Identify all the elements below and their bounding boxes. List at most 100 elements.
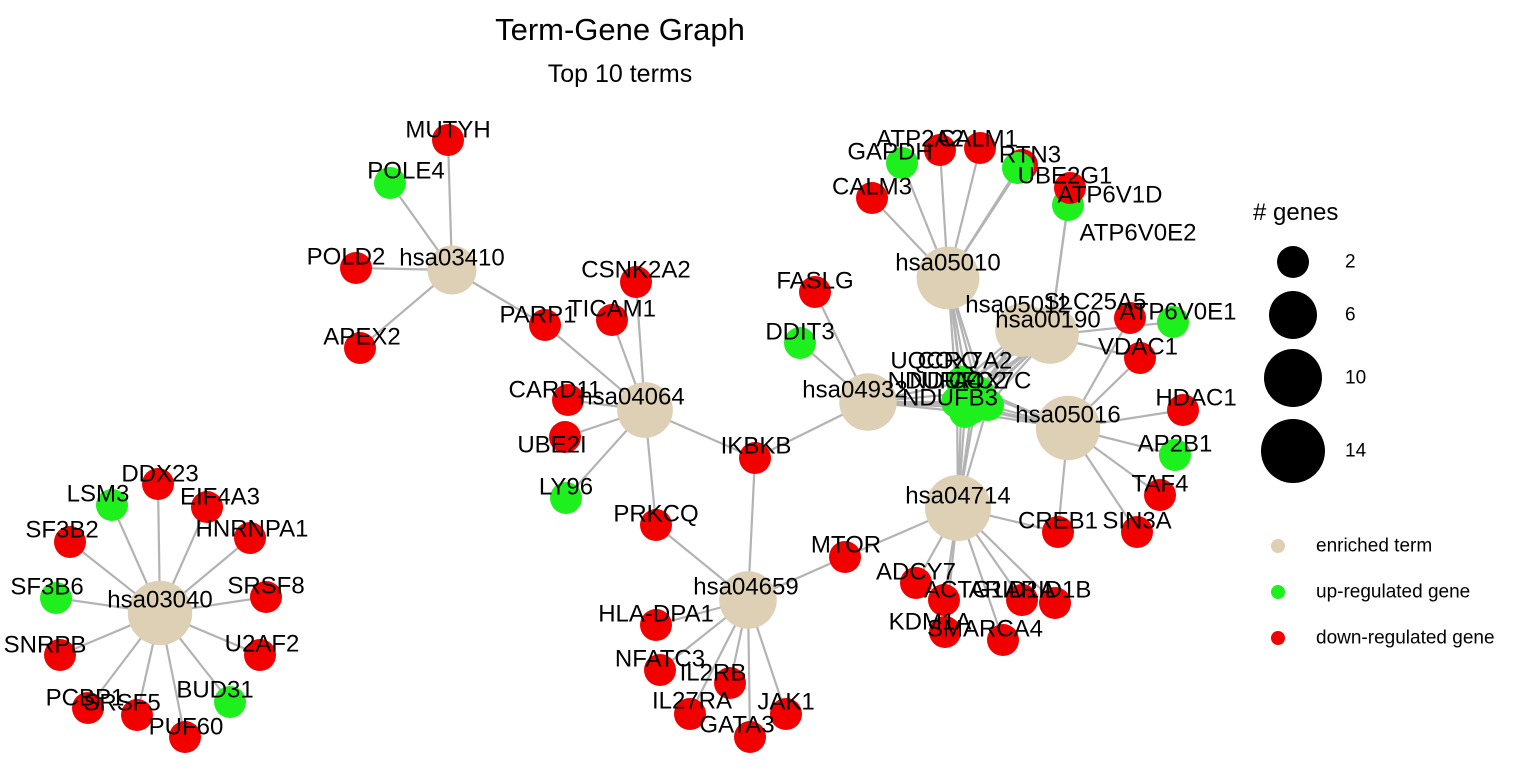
gene-node-atp2a2[interactable] bbox=[924, 134, 956, 166]
node-label-eif4a3: EIF4A3 bbox=[180, 484, 260, 511]
gene-node-sin3a[interactable] bbox=[1121, 516, 1153, 548]
gene-node-prkcq[interactable] bbox=[640, 509, 672, 541]
node-label-smarca4: SMARCA4 bbox=[927, 616, 1043, 643]
gene-node-atp6v0e1[interactable] bbox=[1157, 306, 1189, 338]
gene-node-arid1a[interactable] bbox=[1006, 584, 1038, 616]
term-node-hsa03040[interactable] bbox=[127, 580, 193, 646]
legend-size-dot-10 bbox=[1264, 349, 1322, 407]
gene-node-taf4[interactable] bbox=[1144, 479, 1176, 511]
gene-node-arid1b[interactable] bbox=[1039, 587, 1071, 619]
term-node-hsa05016[interactable] bbox=[1035, 395, 1101, 461]
gene-node-u2af2[interactable] bbox=[244, 639, 276, 671]
gene-node-mtor[interactable] bbox=[829, 541, 861, 573]
node-label-puf60: PUF60 bbox=[149, 714, 224, 741]
gene-node-puf60[interactable] bbox=[169, 721, 201, 753]
gene-node-pcbp1[interactable] bbox=[72, 692, 104, 724]
node-label-ndufc2: NDUFC2 bbox=[909, 368, 1006, 395]
node-label-atp6v0e2: ATP6V0E2 bbox=[1080, 220, 1197, 247]
node-label-hsa04064: hsa04064 bbox=[579, 384, 684, 411]
gene-node-pold2[interactable] bbox=[340, 252, 372, 284]
gene-node-hla-dpa1[interactable] bbox=[640, 609, 672, 641]
gene-node-il27ra[interactable] bbox=[674, 698, 706, 730]
legend-color-label-up: up-regulated gene bbox=[1316, 582, 1470, 603]
gene-node-sf3b2[interactable] bbox=[54, 526, 86, 558]
legend-size-label-14: 14 bbox=[1345, 441, 1367, 462]
node-label-sin3a: SIN3A bbox=[1102, 508, 1171, 535]
gene-node-ikbkb[interactable] bbox=[739, 442, 771, 474]
node-label-cox7a2: COX7A2 bbox=[918, 348, 1013, 375]
node-label-gapdh: GAPDH bbox=[847, 139, 932, 166]
node-label-srsf5: SRSF5 bbox=[83, 690, 160, 717]
gene-node-kdm1a[interactable] bbox=[929, 616, 961, 648]
term-node-hsa04659[interactable] bbox=[719, 571, 777, 629]
term-node-hsa05010[interactable] bbox=[916, 246, 980, 310]
legend-color-dot-term bbox=[1271, 539, 1285, 553]
node-label-hsa03040: hsa03040 bbox=[107, 587, 212, 614]
gene-node-slc25a5[interactable] bbox=[1114, 302, 1146, 334]
node-label-rtn3: RTN3 bbox=[999, 142, 1061, 169]
gene-node-ddx23[interactable] bbox=[142, 468, 174, 500]
node-label-mutyh: MUTYH bbox=[405, 117, 490, 144]
node-label-slc25a5: SLC25A5 bbox=[1044, 289, 1147, 316]
gene-node-gata3[interactable] bbox=[734, 721, 766, 753]
gene-node-snrpb[interactable] bbox=[44, 639, 76, 671]
gene-node-pole4[interactable] bbox=[374, 167, 406, 199]
gene-node-faslg[interactable] bbox=[799, 276, 831, 308]
gene-node-il2rb[interactable] bbox=[714, 667, 746, 699]
gene-node-eif4a3[interactable] bbox=[191, 491, 223, 523]
gene-node-srsf8[interactable] bbox=[250, 581, 282, 613]
node-label-ap2b1: AP2B1 bbox=[1138, 431, 1213, 458]
node-label-hdac1: HDAC1 bbox=[1155, 385, 1236, 412]
legend-color-label-term: enriched term bbox=[1316, 536, 1432, 557]
gene-node-ddit3[interactable] bbox=[784, 327, 816, 359]
gene-node-nfatc3[interactable] bbox=[644, 654, 676, 686]
gene-node-parp1[interactable] bbox=[529, 309, 561, 341]
gene-node-ube2i[interactable] bbox=[549, 421, 581, 453]
term-node-hsa03410[interactable] bbox=[427, 245, 477, 295]
gene-node-vdac1[interactable] bbox=[1124, 342, 1156, 374]
gene-node-hnrnpa1[interactable] bbox=[234, 522, 266, 554]
gene-node-atp6v0e2[interactable] bbox=[1054, 172, 1086, 204]
gene-node-calm1[interactable] bbox=[964, 132, 996, 164]
gene-node-sf3b6[interactable] bbox=[40, 582, 72, 614]
term-node-hsa04714[interactable] bbox=[925, 475, 991, 541]
node-label-atp6v0e1: ATP6V0E1 bbox=[1120, 299, 1237, 326]
term-node-hsa04064[interactable] bbox=[617, 382, 673, 438]
gene-node-mutyh[interactable] bbox=[432, 124, 464, 156]
node-label-hnrnpa1: HNRNPA1 bbox=[196, 516, 309, 543]
node-label-sf3b2: SF3B2 bbox=[25, 517, 98, 544]
gene-node-actg1[interactable] bbox=[928, 584, 960, 616]
node-label-hla-dpa1: HLA-DPA1 bbox=[598, 601, 714, 628]
gene-node-card11[interactable] bbox=[552, 384, 584, 416]
gene-node-ap2b1[interactable] bbox=[1159, 439, 1191, 471]
node-label-ube2i: UBE2I bbox=[517, 432, 586, 459]
gene-node-calm3[interactable] bbox=[856, 182, 888, 214]
gene-node-ube2g1[interactable] bbox=[1002, 152, 1034, 184]
gene-node-bud31[interactable] bbox=[214, 686, 246, 718]
node-label-csnk2a2: CSNK2A2 bbox=[581, 257, 690, 284]
node-label-snrpb: SNRPB bbox=[4, 632, 87, 659]
node-label-pole4: POLE4 bbox=[367, 158, 444, 185]
gene-node-jak1[interactable] bbox=[770, 698, 802, 730]
gene-node-adcy7[interactable] bbox=[900, 567, 932, 599]
term-node-hsa04932[interactable] bbox=[839, 373, 897, 431]
gene-node-ticam1[interactable] bbox=[596, 304, 628, 336]
gene-node-hdac1[interactable] bbox=[1167, 394, 1199, 426]
gene-node-creb1[interactable] bbox=[1042, 516, 1074, 548]
gene-node-apex2[interactable] bbox=[344, 332, 376, 364]
gene-node-ndufb3[interactable] bbox=[949, 396, 981, 428]
node-label-hsa03410: hsa03410 bbox=[399, 245, 504, 272]
gene-node-smarca4[interactable] bbox=[987, 624, 1019, 656]
gene-node-srsf5[interactable] bbox=[121, 699, 153, 731]
node-label-il27ra: IL27RA bbox=[652, 688, 732, 715]
node-label-prkcq: PRKCQ bbox=[613, 501, 698, 528]
node-label-kdm1a: KDM1A bbox=[889, 609, 972, 636]
gene-node-csnk2a2[interactable] bbox=[620, 266, 652, 298]
term-node-hsa00190[interactable] bbox=[1021, 306, 1079, 364]
gene-node-lsm3[interactable] bbox=[96, 489, 128, 521]
gene-node-gapdh[interactable] bbox=[886, 147, 918, 179]
node-label-ndufa4: NDUFA4 bbox=[888, 368, 983, 395]
chart-title: Term-Gene Graph bbox=[495, 12, 745, 47]
gene-node-ly96[interactable] bbox=[550, 482, 582, 514]
node-label-uqcrq: UQCRQ bbox=[890, 348, 979, 375]
